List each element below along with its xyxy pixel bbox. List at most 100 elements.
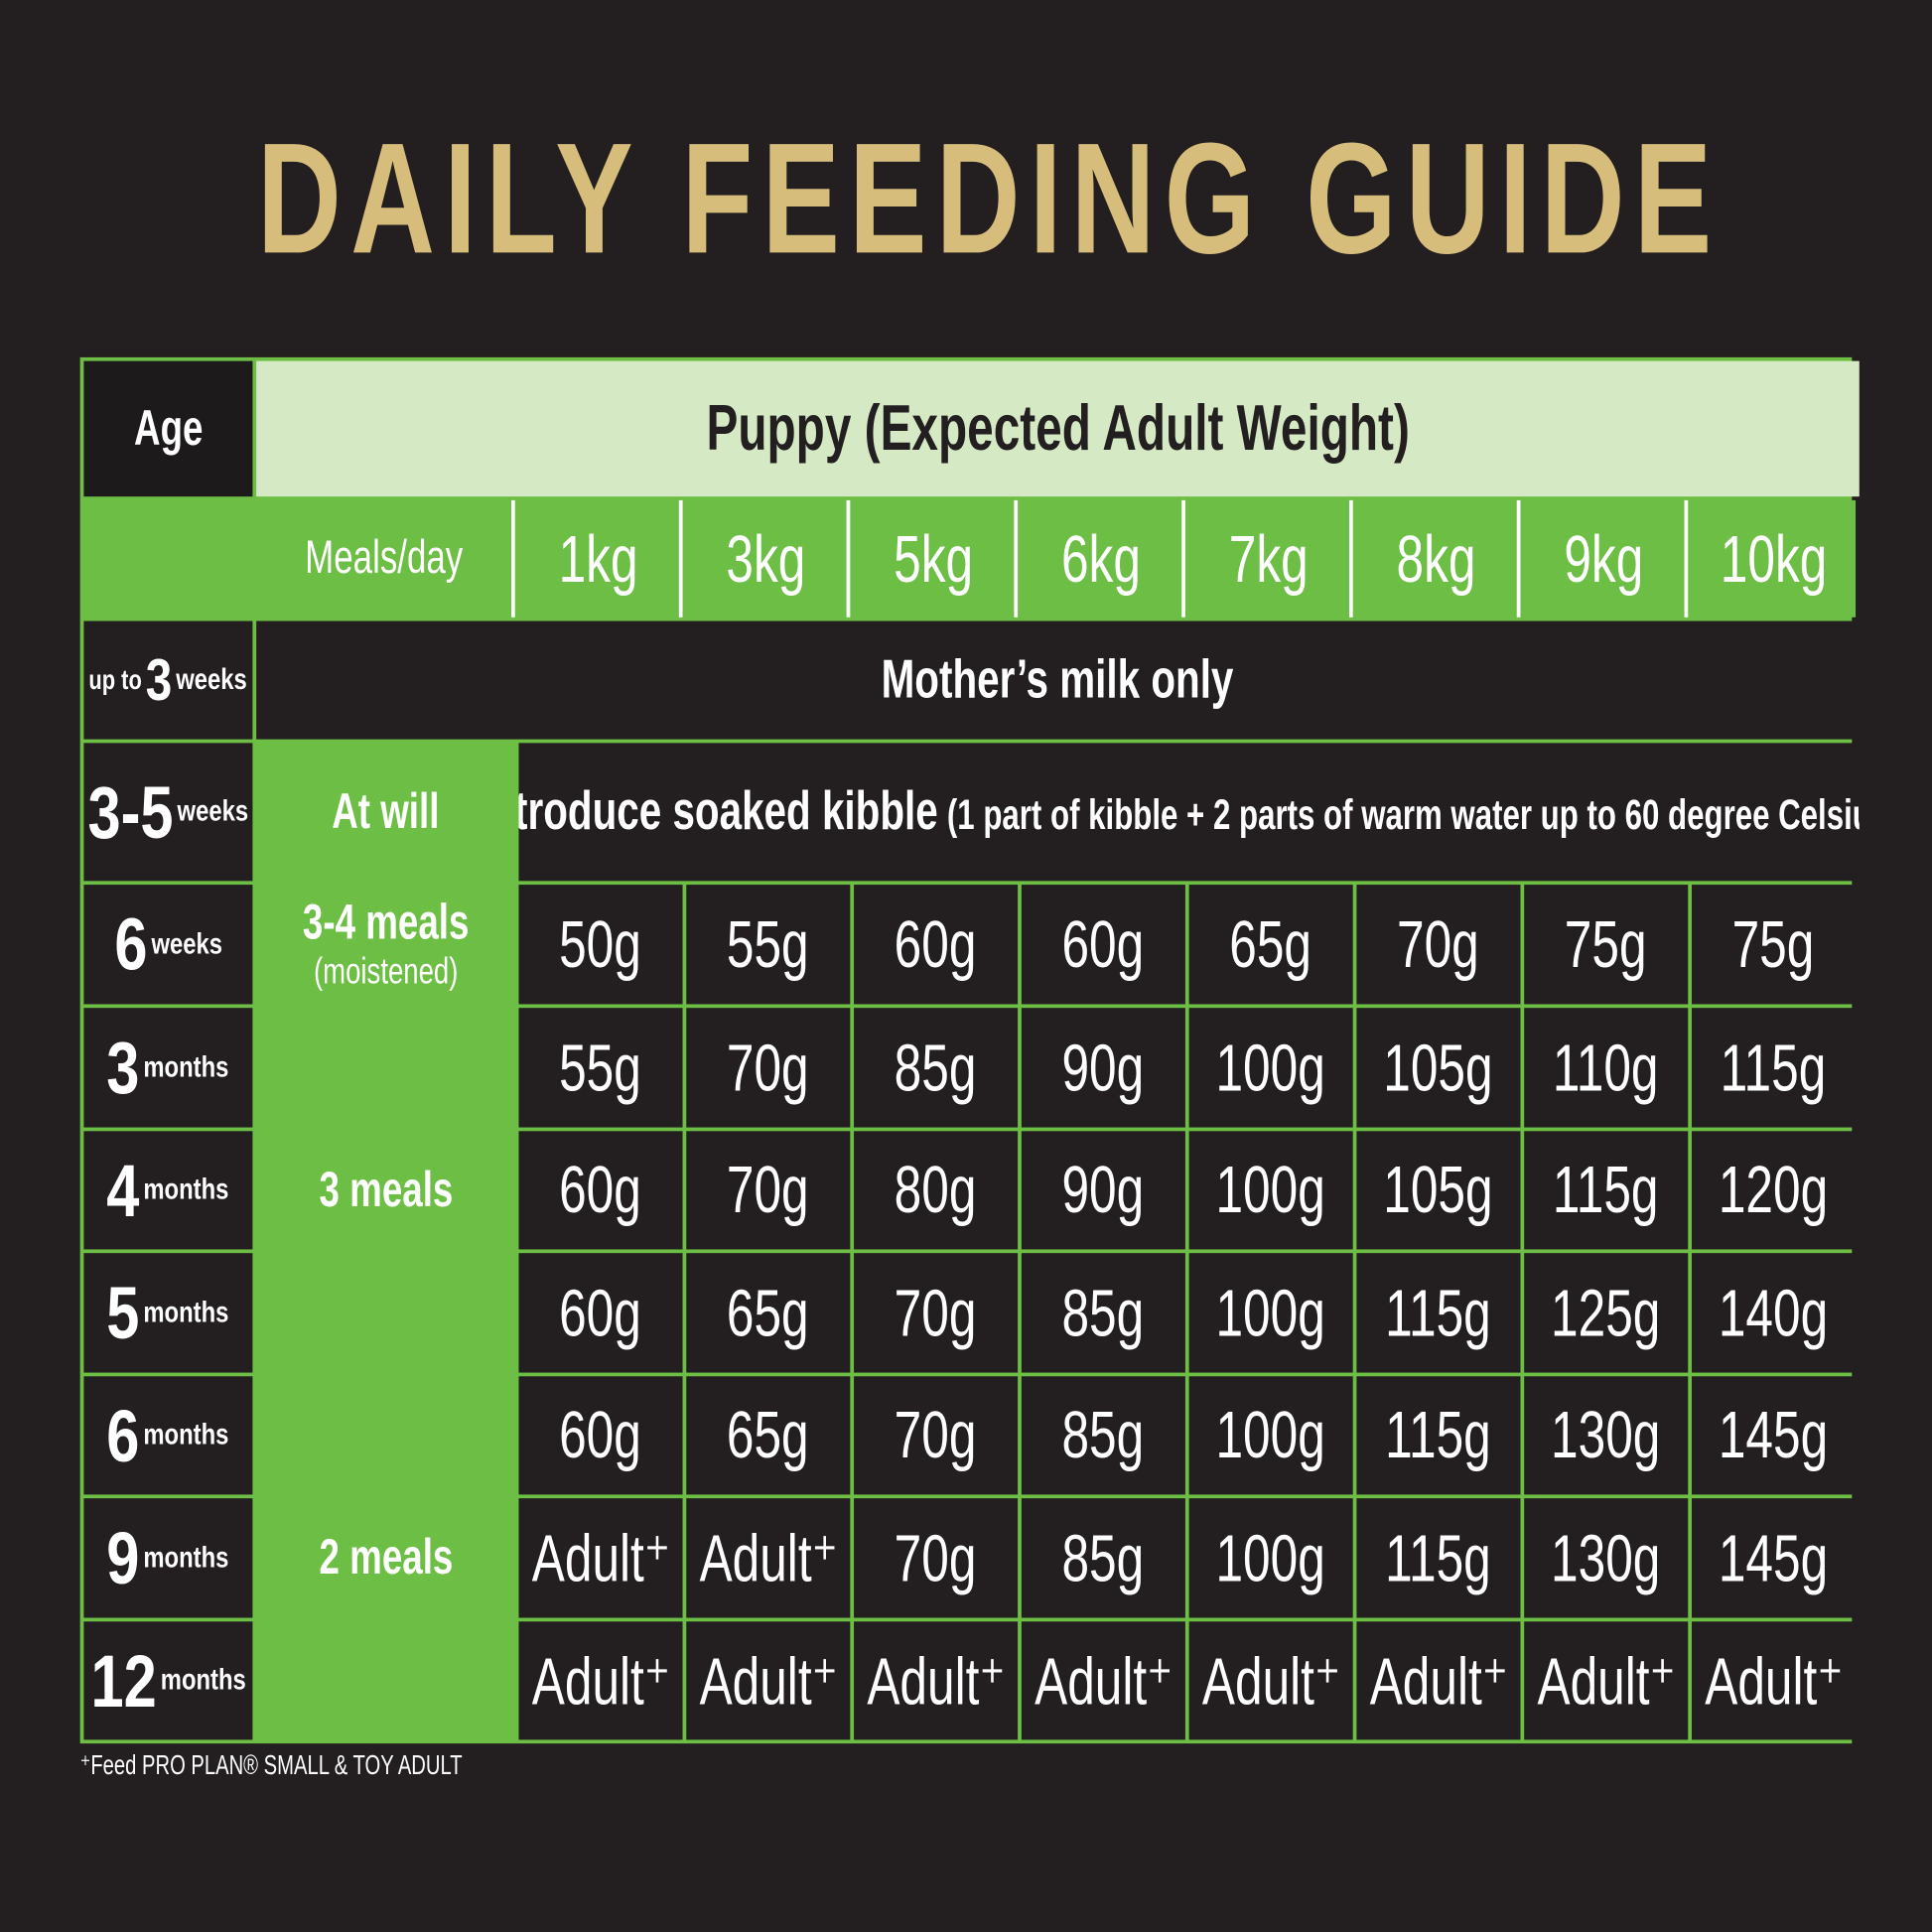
note-detail: (1 part of kibble + 2 parts of warm wate… — [947, 792, 1860, 840]
age-number: 3 — [106, 1026, 140, 1109]
amount: 115g — [1721, 1031, 1827, 1105]
age-label: 3-5 weeks — [88, 769, 249, 855]
amount-cell: 70g — [686, 1008, 851, 1128]
weight-header: 8kg — [1397, 521, 1477, 597]
weight-header-cell: 3kg — [686, 499, 851, 618]
amount-cell: 70g — [686, 1131, 851, 1250]
age-unit: weeks — [177, 794, 249, 828]
amount-cell: 115g — [1691, 1008, 1857, 1128]
amount: 115g — [1553, 1153, 1660, 1228]
amount-cell: 70g — [854, 1498, 1019, 1618]
age-cell: 9 months — [83, 1498, 253, 1618]
group-header: Puppy (Expected Adult Weight) — [706, 392, 1410, 465]
weight-header-cell: 10kg — [1691, 499, 1857, 618]
age-number: 5 — [106, 1271, 140, 1354]
amount: 125g — [1551, 1276, 1661, 1350]
amount-cell: 100g — [1188, 1253, 1353, 1373]
age-unit: months — [143, 1173, 229, 1207]
age-cell: 6 weeks — [83, 885, 253, 1005]
weight-header-cell: 5kg — [854, 499, 1019, 618]
weight-header-cell: 1kg — [518, 499, 683, 618]
amount: 130g — [1551, 1398, 1661, 1473]
amount-cell: 100g — [1188, 1376, 1353, 1495]
age-unit: months — [143, 1418, 229, 1451]
age-number: 9 — [106, 1516, 140, 1599]
amount-cell: Adult⁺ — [1356, 1621, 1521, 1740]
amount-cell: 145g — [1691, 1376, 1857, 1495]
title: DAILY FEEDING GUIDE — [0, 108, 1932, 289]
amount: 55g — [559, 1031, 642, 1105]
amount-cell: 125g — [1524, 1253, 1689, 1373]
amount: 85g — [895, 1031, 977, 1105]
amount-cell: Adult⁺ — [1021, 1621, 1185, 1740]
age-number: 6 — [106, 1394, 140, 1477]
amount: Adult⁺ — [1034, 1644, 1173, 1719]
age-unit: months — [143, 1050, 229, 1084]
amount: 90g — [1061, 1153, 1145, 1228]
amount-cell: 55g — [686, 885, 851, 1005]
amount-cell: 60g — [1021, 885, 1185, 1005]
age-cell: 4 months — [83, 1131, 253, 1250]
weight-header: 5kg — [894, 521, 974, 597]
age-label: 12 months — [90, 1638, 245, 1724]
amount-cell: 100g — [1188, 1131, 1353, 1250]
amount: 70g — [895, 1398, 977, 1473]
age-unit: months — [143, 1295, 229, 1329]
meals-header: Meals/day — [305, 532, 464, 585]
age-number: 12 — [90, 1639, 157, 1723]
amount: Adult⁺ — [699, 1644, 838, 1719]
meals-label: 3 meals — [319, 1162, 453, 1217]
amount: 55g — [727, 907, 810, 982]
age-number: 3-5 — [87, 770, 174, 854]
amount-cell: 105g — [1356, 1131, 1521, 1250]
meals-header-cell: Meals/day — [256, 499, 515, 618]
amount: 70g — [895, 1276, 977, 1350]
amount: Adult⁺ — [531, 1521, 670, 1596]
amount: 100g — [1215, 1521, 1326, 1595]
amount: 115g — [1385, 1398, 1492, 1473]
corner-label: Age — [133, 400, 204, 456]
feeding-table: Age Puppy (Expected Adult Weight) Meals/da… — [79, 356, 1860, 1744]
age-label: 6 weeks — [114, 901, 222, 987]
age-cell: up to 3 weeks — [83, 621, 253, 740]
meals-cell: 3-4 meals (moistened) — [256, 885, 515, 1005]
weight-header-cell: 6kg — [1021, 499, 1185, 618]
amount: 75g — [1732, 907, 1815, 982]
amount-cell: Adult⁺ — [1691, 1621, 1857, 1740]
amount-cell: 100g — [1188, 1008, 1353, 1128]
footnote-text: ⁺Feed PRO PLAN® SMALL & TOY ADULT — [79, 1749, 463, 1781]
age-number: 3 — [146, 647, 173, 713]
amount: 75g — [1565, 907, 1648, 982]
group-header-cell: Puppy (Expected Adult Weight) — [256, 360, 1860, 497]
amount-cell: 85g — [1021, 1498, 1185, 1618]
amount: 65g — [727, 1276, 810, 1350]
amount: 60g — [559, 1153, 642, 1228]
amount-cell: 65g — [686, 1376, 851, 1495]
age-cell: 3 months — [83, 1008, 253, 1128]
amount-cell: 70g — [854, 1253, 1019, 1373]
amount: 130g — [1551, 1521, 1661, 1595]
amount: 85g — [1061, 1398, 1145, 1473]
weight-header-cell: 8kg — [1356, 499, 1521, 618]
amount-cell: 115g — [1356, 1376, 1521, 1495]
amount: 50g — [559, 907, 642, 982]
meals-cell: 3 meals — [256, 1008, 515, 1373]
amount: 65g — [1229, 907, 1312, 982]
meals-note: (moistened) — [313, 951, 459, 993]
amount-cell: Adult⁺ — [686, 1621, 851, 1740]
blank-cell — [83, 499, 253, 618]
amount-cell: Adult⁺ — [518, 1621, 683, 1740]
meals-cell: 2 meals — [256, 1376, 515, 1740]
amount-cell: 110g — [1524, 1008, 1689, 1128]
amount: 145g — [1719, 1398, 1829, 1473]
note-main: Introduce soaked kibble — [518, 780, 938, 842]
amount: 100g — [1215, 1398, 1326, 1473]
amount: Adult⁺ — [699, 1521, 838, 1596]
amount-cell: 60g — [854, 885, 1019, 1005]
amount: 90g — [1061, 1031, 1145, 1105]
age-label: 6 months — [107, 1393, 229, 1478]
amount: Adult⁺ — [1537, 1644, 1676, 1719]
amount-cell: 70g — [854, 1376, 1019, 1495]
age-cell: 5 months — [83, 1253, 253, 1373]
